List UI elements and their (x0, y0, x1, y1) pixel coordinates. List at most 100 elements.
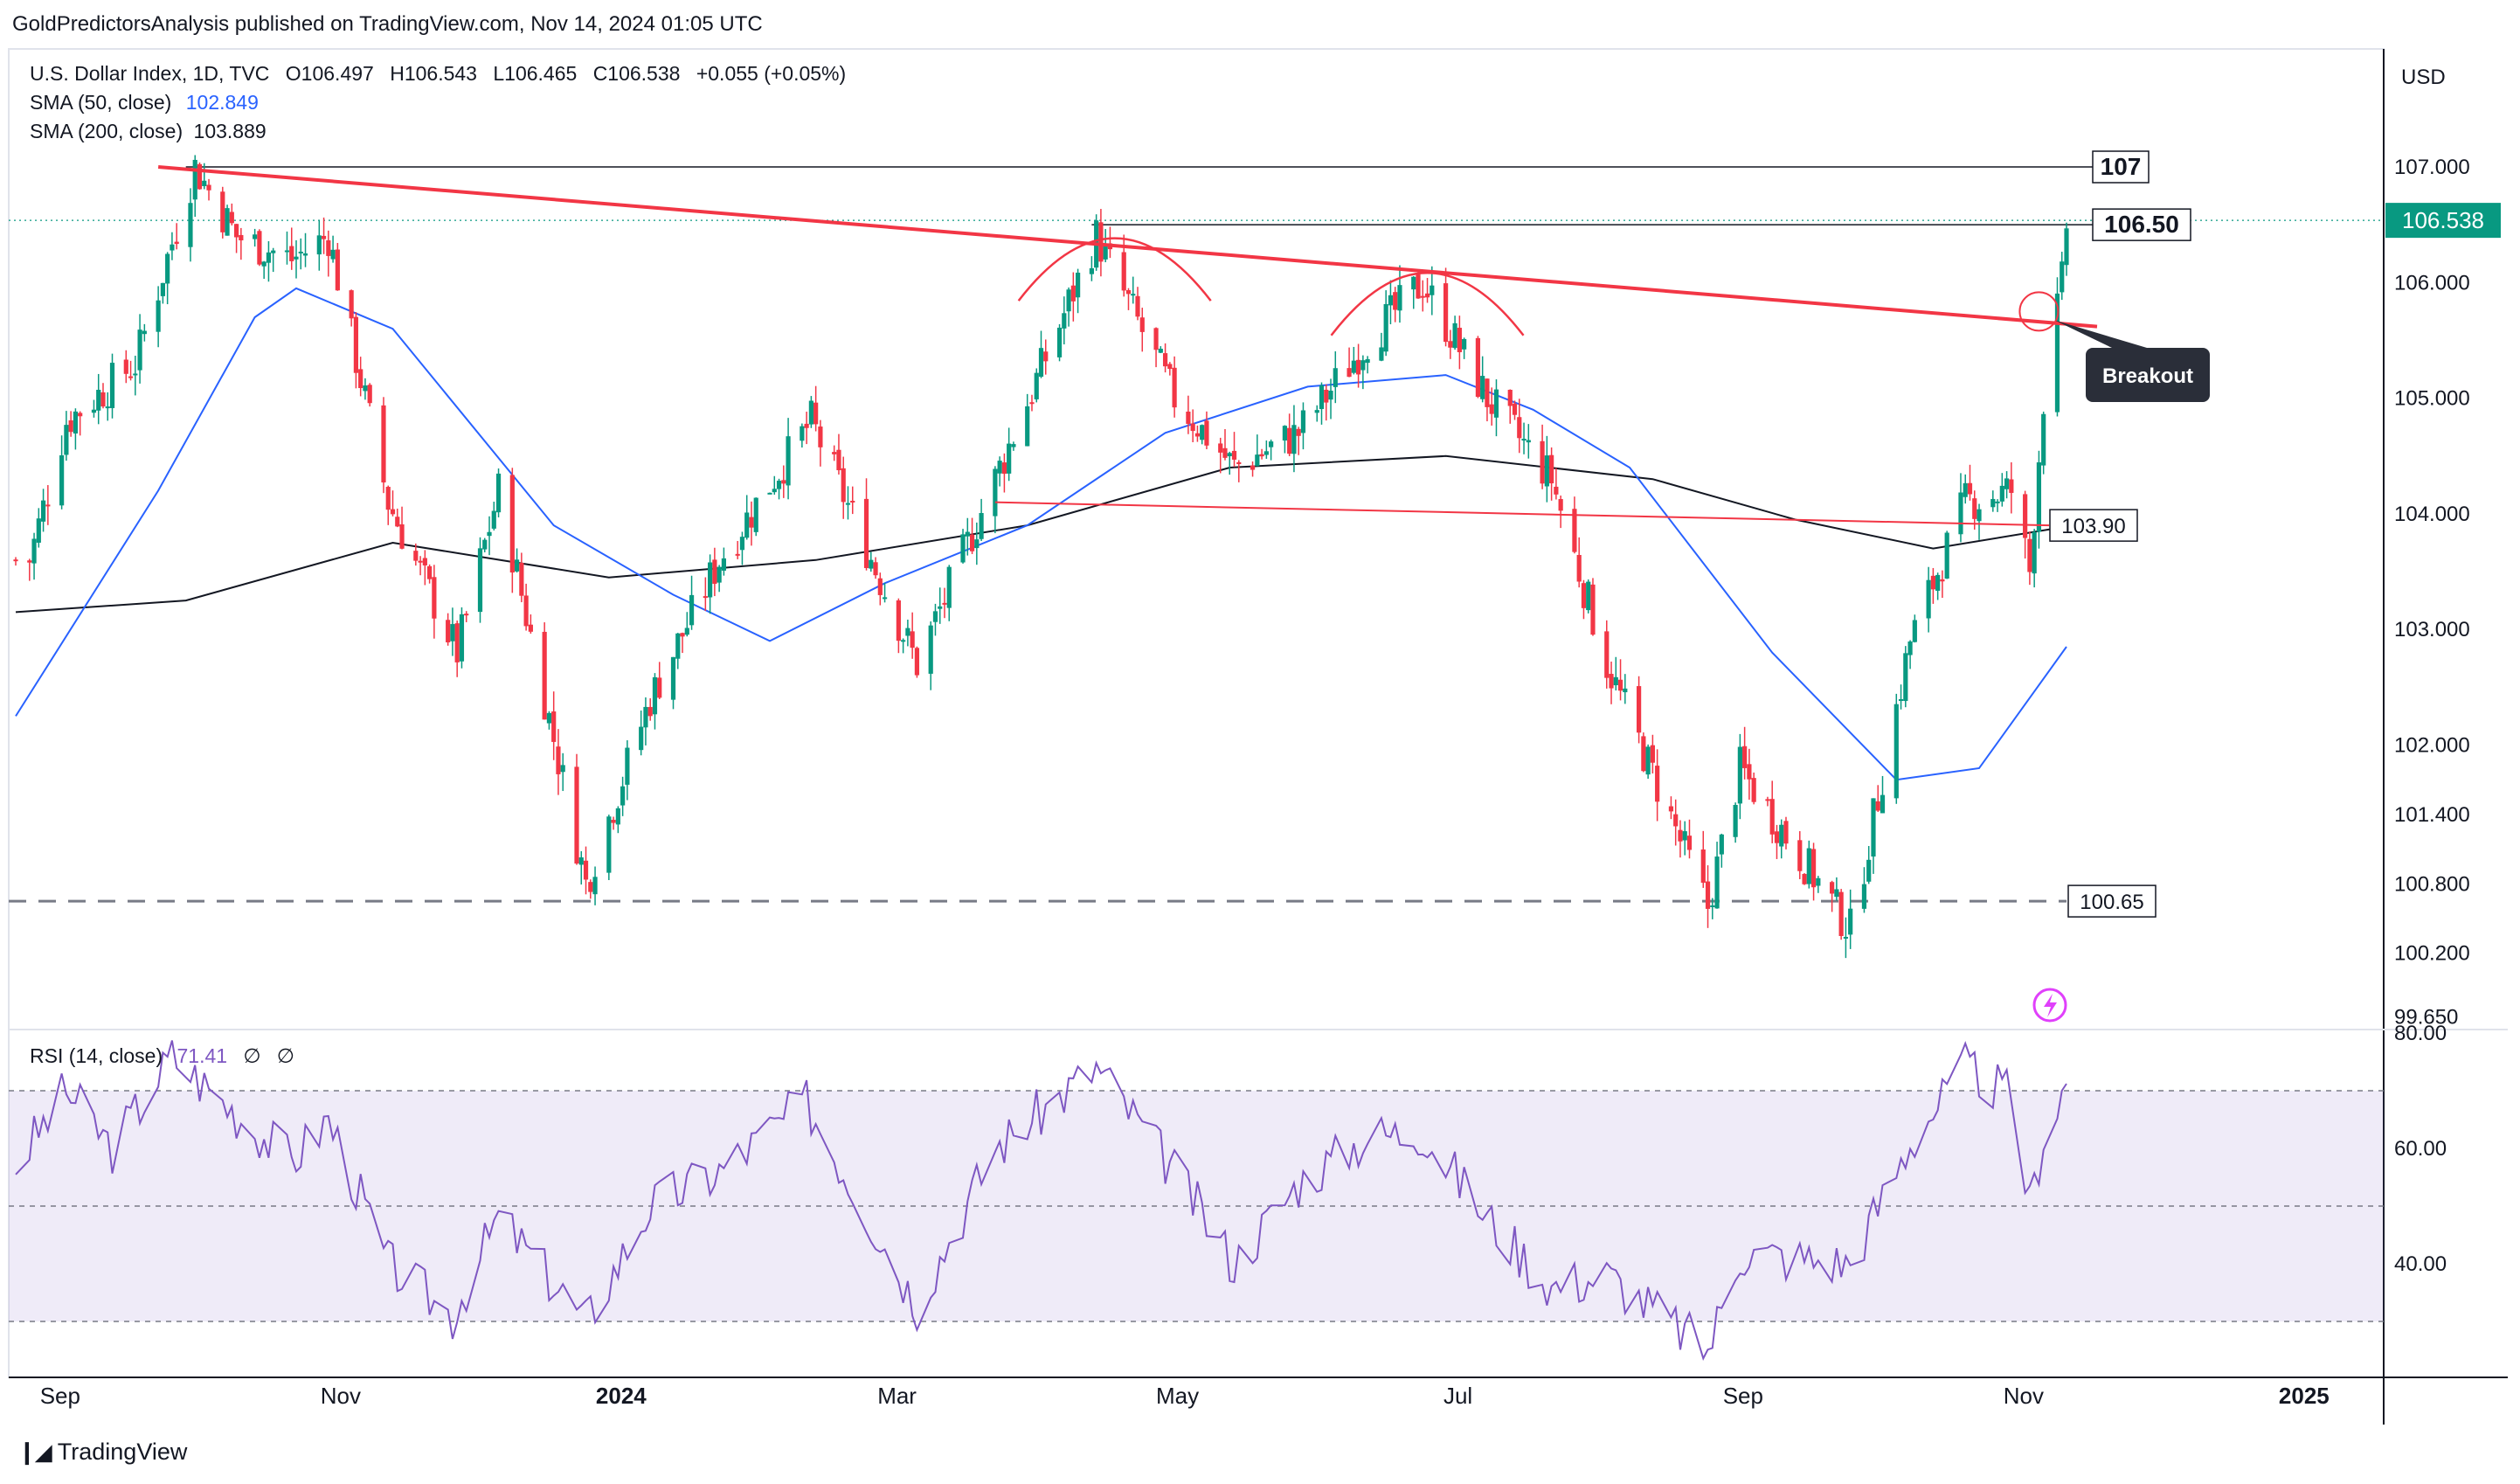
candle-body (643, 706, 648, 728)
candle-body (123, 359, 128, 374)
sma200-layer (15, 454, 2067, 614)
tradingview-brand[interactable]: ❙◢ TradingView (17, 1439, 187, 1466)
candle-body (31, 538, 37, 564)
candle-body (450, 624, 455, 641)
candle-body (1103, 243, 1108, 260)
descending-trendline (157, 165, 2098, 329)
candle-body (1167, 364, 1173, 370)
lightning-icon[interactable] (2032, 988, 2067, 1023)
candle-body (1544, 455, 1549, 487)
candle-body (1512, 403, 1518, 415)
candle-body (993, 468, 998, 517)
candle-body (832, 452, 837, 454)
candle-body (546, 712, 552, 724)
candle-body (68, 420, 73, 433)
candle-body (266, 252, 272, 263)
candle-body (330, 249, 336, 260)
candle-body (2064, 228, 2069, 266)
sma200-legend: SMA (200, close) 103.889 (30, 120, 267, 142)
sma50-layer (15, 287, 2067, 781)
candle-body (712, 559, 717, 584)
candle-body (896, 600, 901, 641)
candle-body (675, 633, 681, 659)
candle-body (1443, 283, 1449, 343)
candle-body (459, 614, 465, 662)
candle-body (109, 363, 115, 408)
candle-body (1810, 849, 1817, 888)
candle-body (1774, 831, 1780, 843)
candle-body (289, 246, 294, 261)
candle-body (1351, 360, 1356, 373)
candle-body (1333, 368, 1338, 387)
breakout-circle (2018, 291, 2060, 332)
candle-body (1314, 410, 1319, 413)
candle-body (1700, 849, 1706, 884)
candle-body (1907, 641, 1913, 655)
candle-body (1930, 575, 1935, 590)
candle-body (1581, 583, 1587, 608)
rsi-layer (15, 1040, 2067, 1361)
candle-body (1300, 410, 1306, 433)
candle-body (946, 566, 952, 608)
candle-body (1972, 498, 1977, 519)
candle-body (1967, 482, 1973, 495)
candle-body (1236, 461, 1242, 465)
candle-body (302, 253, 308, 256)
candle-body (1641, 736, 1646, 772)
candle-body (1848, 908, 1853, 935)
candle-body (1324, 389, 1329, 403)
candle-body (1038, 348, 1044, 378)
candle-body (363, 385, 368, 392)
candle-body (1673, 814, 1679, 827)
candle-body (385, 487, 391, 510)
currency-label[interactable]: USD (2401, 66, 2446, 89)
candle-body (233, 224, 239, 238)
candle-body (45, 504, 51, 507)
candle-body (2041, 413, 2046, 466)
rsi-tick-label: 60.00 (2394, 1137, 2447, 1161)
candle-body (1999, 485, 2004, 502)
brand-name: TradingView (57, 1439, 188, 1465)
candle-body (1742, 745, 1748, 768)
price-tick-label: 105.000 (2394, 387, 2470, 411)
candle-body (418, 560, 423, 563)
candle-body (128, 376, 134, 378)
candle-body (1186, 411, 1191, 424)
candle-body (942, 602, 947, 605)
candle-body (1393, 292, 1398, 310)
time-tick-label: Sep (40, 1383, 80, 1409)
price-tick-label: 101.400 (2394, 803, 2470, 827)
candle-body (381, 405, 386, 483)
candle-body (960, 534, 966, 563)
candle-body (1162, 353, 1168, 367)
candle-body (349, 290, 354, 319)
time-tick-label: May (1156, 1383, 1199, 1409)
level-label-10390-box (2049, 509, 2138, 542)
breakout-label: Breakout (2102, 364, 2193, 388)
price-axis-ticks: 107.000 106.000 105.000 104.000 103.000 102.0… (2394, 156, 2470, 1029)
candle-body (1655, 766, 1660, 802)
candle-body (1678, 829, 1683, 842)
candle-body (928, 625, 933, 674)
candle-body (1682, 831, 1687, 841)
candle-body (1806, 848, 1811, 884)
candle-body (225, 208, 230, 236)
candle-body (523, 595, 529, 627)
candle-body (528, 624, 533, 632)
candle-body (1507, 389, 1513, 406)
top-arc-left (1017, 237, 1212, 302)
candle-body (40, 500, 46, 522)
candle-body (1779, 824, 1784, 847)
candle-body (358, 369, 363, 389)
candle-body (1062, 313, 1067, 329)
candle-body (1098, 222, 1104, 262)
candle-body (519, 562, 524, 596)
candle-body (2027, 538, 2032, 572)
candle-body (1269, 441, 1274, 447)
candle-body (1802, 873, 1807, 884)
candle-body (1291, 425, 1297, 454)
candle-body (1489, 404, 1494, 414)
candle-body (1903, 653, 1908, 702)
candle-body (721, 558, 726, 571)
